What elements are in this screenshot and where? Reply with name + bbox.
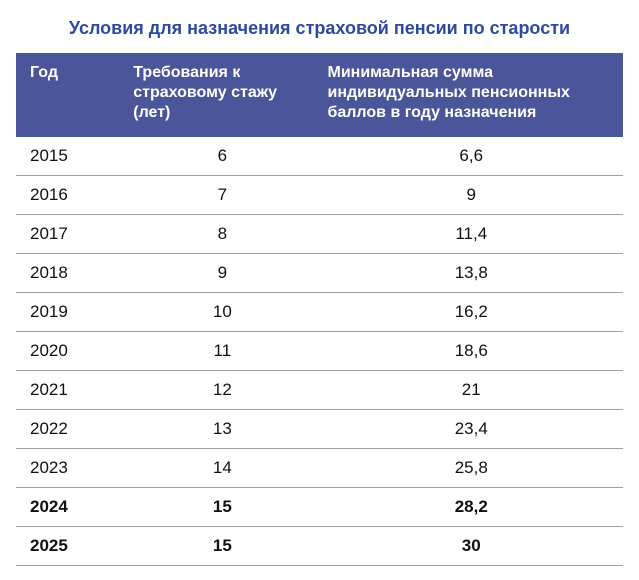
cell-year: 2015 bbox=[16, 137, 125, 176]
table-row: 2020 11 18,6 bbox=[16, 332, 623, 371]
cell-year: 2020 bbox=[16, 332, 125, 371]
col-header-stazh: Требования к страховому стажу (лет) bbox=[125, 53, 319, 137]
cell-stazh: 12 bbox=[125, 371, 319, 410]
cell-year: 2018 bbox=[16, 254, 125, 293]
cell-stazh: 11 bbox=[125, 332, 319, 371]
cell-year: 2021 bbox=[16, 371, 125, 410]
cell-points: 6,6 bbox=[319, 137, 623, 176]
pension-requirements-table: Год Требования к страховому стажу (лет) … bbox=[16, 53, 623, 566]
cell-stazh: 8 bbox=[125, 215, 319, 254]
cell-stazh: 14 bbox=[125, 449, 319, 488]
cell-stazh: 9 bbox=[125, 254, 319, 293]
cell-points: 16,2 bbox=[319, 293, 623, 332]
cell-stazh: 13 bbox=[125, 410, 319, 449]
table-header-row: Год Требования к страховому стажу (лет) … bbox=[16, 53, 623, 137]
cell-stazh: 7 bbox=[125, 176, 319, 215]
cell-stazh: 15 bbox=[125, 488, 319, 527]
cell-year: 2022 bbox=[16, 410, 125, 449]
table-row: 2016 7 9 bbox=[16, 176, 623, 215]
cell-points: 9 bbox=[319, 176, 623, 215]
table-row: 2015 6 6,6 bbox=[16, 137, 623, 176]
table-row: 2023 14 25,8 bbox=[16, 449, 623, 488]
cell-points: 11,4 bbox=[319, 215, 623, 254]
page-title: Условия для назначения страховой пенсии … bbox=[16, 8, 623, 53]
table-row: 2019 10 16,2 bbox=[16, 293, 623, 332]
cell-year: 2019 bbox=[16, 293, 125, 332]
table-row: 2017 8 11,4 bbox=[16, 215, 623, 254]
cell-points: 23,4 bbox=[319, 410, 623, 449]
cell-year: 2023 bbox=[16, 449, 125, 488]
cell-points: 21 bbox=[319, 371, 623, 410]
cell-year: 2024 bbox=[16, 488, 125, 527]
cell-points: 30 bbox=[319, 527, 623, 566]
cell-stazh: 10 bbox=[125, 293, 319, 332]
cell-points: 18,6 bbox=[319, 332, 623, 371]
cell-points: 25,8 bbox=[319, 449, 623, 488]
col-header-year: Год bbox=[16, 53, 125, 137]
table-row: 2025 15 30 bbox=[16, 527, 623, 566]
table-body: 2015 6 6,6 2016 7 9 2017 8 11,4 2018 9 1… bbox=[16, 137, 623, 566]
cell-stazh: 15 bbox=[125, 527, 319, 566]
cell-year: 2017 bbox=[16, 215, 125, 254]
table-row: 2021 12 21 bbox=[16, 371, 623, 410]
cell-year: 2025 bbox=[16, 527, 125, 566]
col-header-points: Минимальная сумма индивидуальных пенсион… bbox=[319, 53, 623, 137]
table-row: 2024 15 28,2 bbox=[16, 488, 623, 527]
table-row: 2022 13 23,4 bbox=[16, 410, 623, 449]
cell-year: 2016 bbox=[16, 176, 125, 215]
cell-points: 28,2 bbox=[319, 488, 623, 527]
cell-points: 13,8 bbox=[319, 254, 623, 293]
cell-stazh: 6 bbox=[125, 137, 319, 176]
table-row: 2018 9 13,8 bbox=[16, 254, 623, 293]
